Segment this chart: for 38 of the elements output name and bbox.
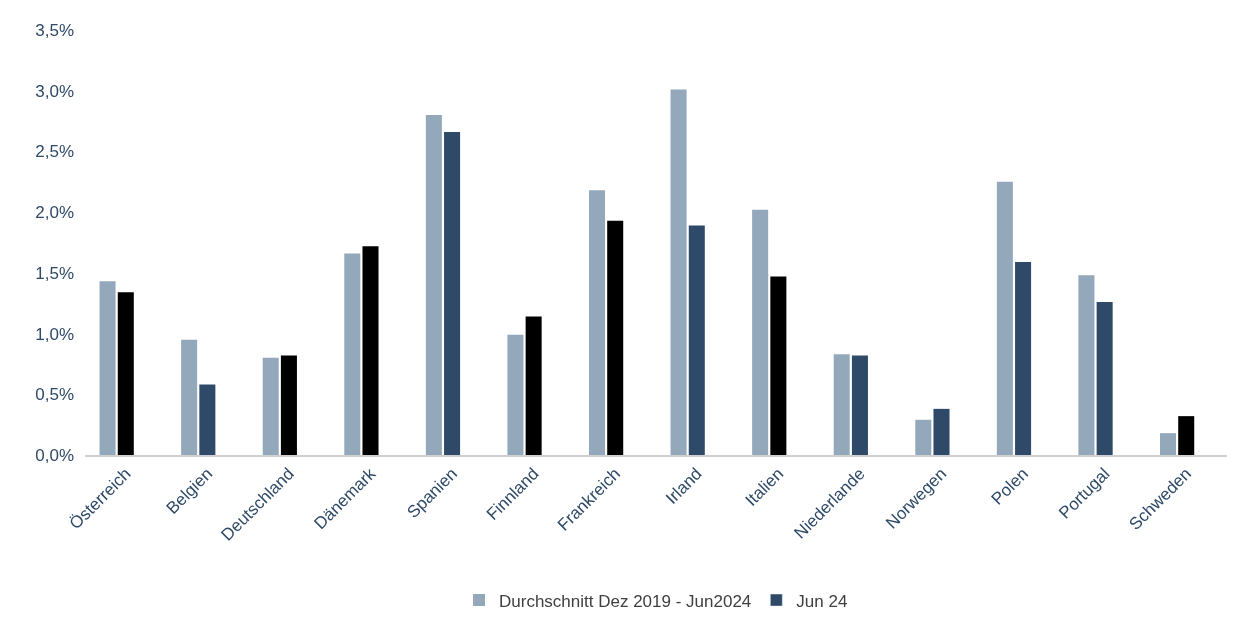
- bar: [525, 316, 542, 455]
- bar: [670, 89, 687, 455]
- bar: [588, 190, 606, 455]
- bar: [444, 132, 461, 455]
- bar: [851, 355, 868, 455]
- bar: [996, 181, 1013, 455]
- bar: [425, 115, 442, 455]
- y-tick-label: 2,5%: [35, 142, 74, 162]
- bar: [915, 419, 932, 455]
- y-tick-label: 0,5%: [35, 385, 74, 405]
- bar: [933, 408, 950, 455]
- bar: [1178, 416, 1195, 455]
- y-tick-label: 0,0%: [35, 445, 74, 465]
- y-tick-label: 1,0%: [35, 324, 74, 344]
- bar: [362, 246, 379, 455]
- legend-label: Jun 24: [796, 591, 848, 611]
- bar: [688, 225, 705, 455]
- bar: [752, 209, 769, 455]
- legend-label: Durchschnitt Dez 2019 - Jun2024: [499, 591, 752, 611]
- bar: [1096, 302, 1113, 455]
- y-tick-label: 1,5%: [35, 263, 74, 283]
- bar: [507, 334, 524, 455]
- bar: [607, 220, 624, 455]
- bar: [770, 276, 787, 455]
- bar: [262, 357, 279, 455]
- y-tick-label: 3,0%: [35, 81, 74, 101]
- bar: [199, 384, 216, 455]
- bar: [117, 292, 134, 455]
- bar: [181, 339, 198, 455]
- y-tick-label: 2,0%: [35, 203, 74, 223]
- bar: [1078, 275, 1095, 455]
- bar: [280, 355, 297, 455]
- bar: [1015, 261, 1032, 455]
- y-tick-label: 3,5%: [35, 20, 74, 40]
- bar: [344, 253, 361, 455]
- bar: [99, 281, 116, 455]
- bar: [1159, 433, 1177, 455]
- bar: [833, 354, 850, 455]
